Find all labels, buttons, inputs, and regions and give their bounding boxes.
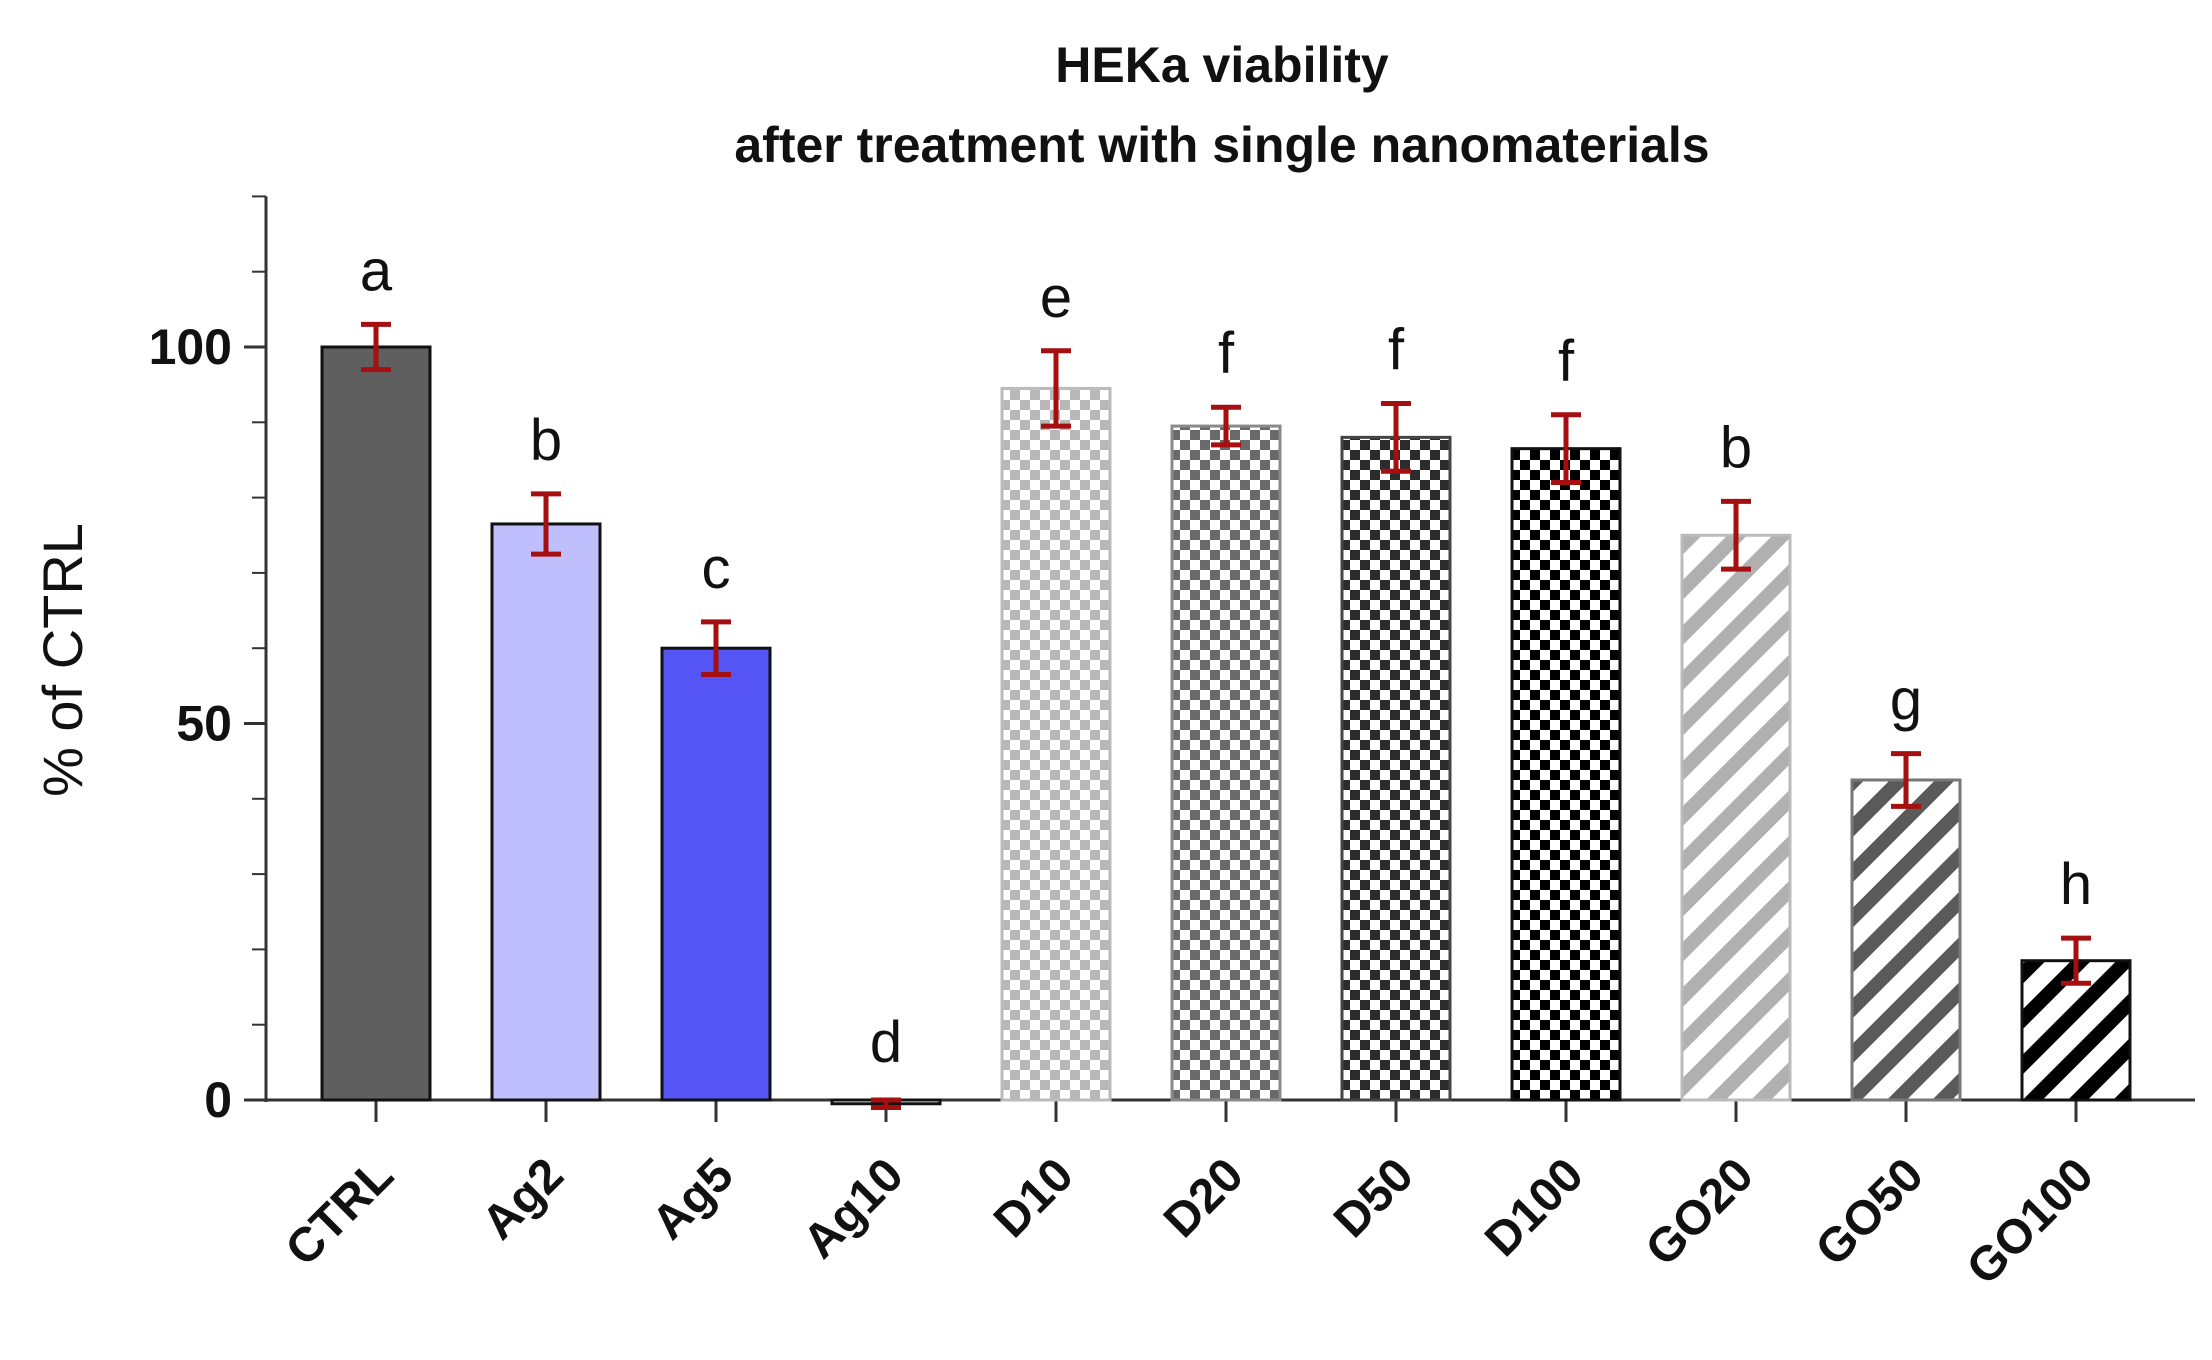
x-tick-label-d50: D50 xyxy=(1324,1148,1424,1248)
error-bar-d100 xyxy=(1551,412,1581,486)
bar-d10 xyxy=(1000,386,1112,1102)
y-axis-label: % of CTRL xyxy=(31,523,94,797)
bar-go50 xyxy=(1850,778,1962,1102)
error-bar-go50 xyxy=(1891,751,1921,809)
significance-letter: d xyxy=(870,1010,902,1075)
significance-letter: a xyxy=(360,238,393,303)
chart-title-line-1: HEKa viability xyxy=(1055,37,1389,93)
significance-letter: c xyxy=(702,536,731,601)
significance-letters: a b c d e f f f b g h xyxy=(360,238,2092,1075)
significance-letter: g xyxy=(1890,668,1922,733)
significance-letter: b xyxy=(1720,415,1752,480)
bar-ag5 xyxy=(660,646,772,1102)
bar-d50 xyxy=(1340,435,1452,1102)
significance-letter: f xyxy=(1218,321,1235,386)
bar-ag2 xyxy=(490,522,602,1102)
bar-d100 xyxy=(1510,447,1622,1102)
x-tick-label-ag2: Ag2 xyxy=(472,1148,574,1250)
error-bar-d20 xyxy=(1211,404,1241,448)
significance-letter: e xyxy=(1040,265,1072,330)
x-tick-label-go20: GO20 xyxy=(1636,1148,1764,1276)
error-bar-ag5 xyxy=(701,619,731,678)
bar-ctrl xyxy=(320,345,432,1102)
error-bar-go100 xyxy=(2061,935,2091,986)
x-tick-label-go100: GO100 xyxy=(1957,1148,2104,1295)
y-tick-label: 50 xyxy=(176,696,232,752)
error-bar-d10 xyxy=(1041,348,1071,429)
x-tick-label-ag5: Ag5 xyxy=(642,1148,744,1250)
significance-letter: f xyxy=(1558,329,1575,394)
y-tick-label: 0 xyxy=(204,1072,232,1128)
significance-letter: h xyxy=(2060,852,2092,917)
chart-title-line-2: after treatment with single nanomaterial… xyxy=(734,117,1709,173)
significance-letter: b xyxy=(530,408,562,473)
bar-go20 xyxy=(1680,533,1792,1102)
x-tick-label-go50: GO50 xyxy=(1806,1148,1934,1276)
x-tick-label-d100: D100 xyxy=(1475,1148,1594,1267)
y-tick-label: 100 xyxy=(149,319,232,375)
error-bar-go20 xyxy=(1721,498,1751,572)
x-tick-label-ctrl: CTRL xyxy=(276,1148,404,1276)
error-bar-ctrl xyxy=(361,321,391,373)
bar-d20 xyxy=(1170,424,1282,1102)
x-tick-labels: CTRL Ag2 Ag5 Ag10 D10 D20 D50 D100 GO20 GO50 GO100 xyxy=(276,1148,2104,1295)
error-bar-ag10 xyxy=(871,1097,901,1111)
error-bars xyxy=(361,321,2091,1111)
error-bar-ag2 xyxy=(531,491,561,557)
x-tick-label-d10: D10 xyxy=(984,1148,1084,1248)
x-tick-label-ag10: Ag10 xyxy=(793,1148,913,1268)
error-bar-d50 xyxy=(1381,400,1411,474)
significance-letter: f xyxy=(1388,317,1405,382)
bars xyxy=(320,345,2132,1106)
x-tick-label-d20: D20 xyxy=(1154,1148,1254,1248)
